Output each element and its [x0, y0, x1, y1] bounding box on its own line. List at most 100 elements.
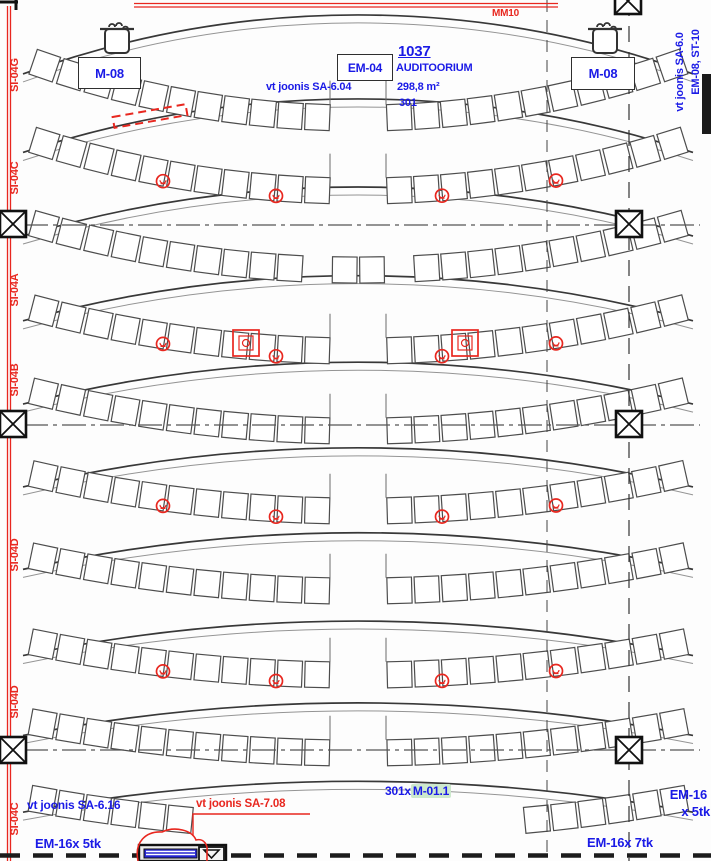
seat — [604, 793, 635, 825]
seat — [386, 660, 413, 689]
equipment-screen — [143, 848, 198, 859]
bottom-em-right-3: EM-16x 7tk — [587, 835, 653, 850]
seat — [521, 403, 552, 435]
seat — [27, 542, 59, 575]
seat — [193, 90, 224, 122]
sprinkler-mark — [552, 342, 560, 347]
seat — [220, 655, 249, 685]
seat — [575, 313, 607, 345]
projector-body — [592, 28, 618, 54]
m08-right-label: M-08 — [588, 66, 618, 81]
seat — [358, 256, 386, 284]
bottom-em-right-2: x 5tk — [681, 804, 710, 819]
projector-knobs — [596, 22, 617, 29]
seat — [466, 168, 496, 199]
row-arc-secondary — [22, 283, 694, 330]
seat — [110, 476, 141, 508]
sprinkler-mark — [438, 515, 446, 520]
seat — [440, 251, 469, 281]
row-arcs — [22, 14, 694, 821]
seat — [439, 171, 469, 202]
row-arc — [22, 361, 694, 405]
seat — [82, 638, 113, 670]
seat — [138, 562, 168, 593]
projector-icon — [100, 22, 134, 54]
seat — [110, 557, 140, 589]
row-arc-secondary — [22, 540, 694, 578]
seat — [630, 466, 662, 498]
seat — [276, 101, 304, 131]
seat — [193, 407, 223, 438]
seat — [110, 395, 141, 427]
seat — [276, 575, 304, 604]
seat — [386, 738, 413, 767]
m08-left-label: M-08 — [95, 65, 124, 81]
sprinkler-symbol — [434, 673, 450, 689]
sprinkler-symbol — [268, 188, 284, 204]
fixture-symbol — [232, 329, 260, 357]
sprinkler-mark — [438, 355, 446, 360]
column-cross — [0, 210, 27, 238]
seat — [165, 240, 196, 272]
column-symbol — [0, 409, 28, 439]
screen-tag: 301x M-01.1 — [385, 784, 452, 798]
seat — [412, 101, 441, 131]
seat — [165, 650, 195, 681]
seat — [467, 491, 496, 521]
seat — [55, 301, 87, 334]
seat — [165, 728, 195, 759]
seat — [577, 797, 607, 829]
sprinkler-symbol — [548, 663, 564, 679]
seat — [303, 496, 331, 525]
revision-marker-rect — [111, 103, 189, 129]
seat — [575, 230, 607, 263]
seat — [221, 248, 250, 279]
seat — [55, 134, 88, 169]
seat — [27, 460, 59, 493]
sprinkler-mark — [272, 515, 280, 520]
sprinkler-circle — [155, 336, 171, 352]
seat — [276, 174, 304, 204]
seat — [138, 318, 168, 350]
sprinkler-symbol — [548, 498, 564, 513]
row-arc — [22, 620, 694, 657]
sprinkler-circle — [155, 664, 171, 679]
seat — [82, 553, 113, 585]
em-04-label: EM-04 — [347, 60, 383, 75]
seat — [220, 330, 250, 360]
leader-line — [192, 813, 310, 836]
seat — [110, 230, 142, 263]
fixture-symbol — [451, 329, 479, 357]
seat — [658, 708, 690, 740]
room-name: AUDITOORIUM — [396, 62, 473, 74]
seat — [412, 174, 441, 204]
wall-label-si04g: SI-04G — [9, 58, 21, 92]
projector-body — [104, 28, 130, 54]
sprinkler-circle — [548, 498, 564, 513]
seat — [413, 575, 441, 604]
seat — [548, 318, 579, 350]
seat — [110, 722, 140, 753]
seat — [413, 253, 441, 283]
seat — [413, 659, 441, 688]
right-note-2: EM-08, ST-10 — [690, 29, 702, 95]
seat — [55, 217, 88, 251]
seat — [413, 334, 441, 364]
seat — [82, 307, 114, 340]
sprinkler-symbol — [268, 673, 284, 689]
seat — [522, 565, 552, 596]
seat — [193, 326, 223, 357]
seat — [658, 459, 690, 493]
sprinkler-circle — [434, 673, 450, 689]
seat — [165, 804, 194, 835]
seat — [137, 646, 167, 678]
seat — [276, 334, 304, 364]
seat — [137, 801, 167, 832]
seat — [632, 789, 662, 821]
seat — [495, 568, 524, 599]
seat — [138, 155, 169, 187]
seat — [137, 725, 167, 756]
revision-marker — [111, 103, 189, 129]
right-edge-wall — [702, 74, 711, 134]
